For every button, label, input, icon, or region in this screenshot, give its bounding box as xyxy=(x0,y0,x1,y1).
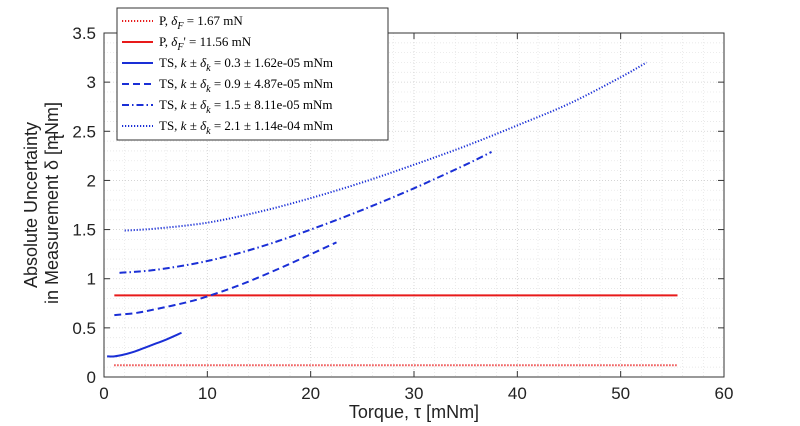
y-tick-label: 0.5 xyxy=(72,319,96,338)
x-tick-label: 10 xyxy=(198,384,217,403)
x-tick-label: 50 xyxy=(611,384,630,403)
legend: P, δF = 1.67 mN P, δF' = 11.56 mN TS, k ± … xyxy=(116,7,389,141)
y-axis-label-subscript: τ xyxy=(48,133,68,140)
series-line-4 xyxy=(114,241,337,317)
x-tick-label: 30 xyxy=(405,384,424,403)
series-line-3 xyxy=(107,331,182,358)
series-layer xyxy=(107,61,678,367)
y-tick-label: 3 xyxy=(87,73,96,92)
legend-label-1: P, δF = 1.67 mN xyxy=(159,13,243,32)
y-tick-label: 3.5 xyxy=(72,24,96,43)
y-tick-label: 2 xyxy=(87,171,96,190)
legend-label-6: TS, k ± δk = 2.1 ± 1.14e-04 mNm xyxy=(159,118,333,137)
y-axis-label: Absolute Uncertainty in Measurement δ [m… xyxy=(21,102,68,304)
legend-box xyxy=(116,7,389,141)
x-axis-label: Torque, τ [mNm] xyxy=(349,402,479,422)
legend-label-5: TS, k ± δk = 1.5 ± 8.11e-05 mNm xyxy=(159,97,333,116)
y-tick-label: 1 xyxy=(87,270,96,289)
y-axis-label-line1: Absolute Uncertainty xyxy=(21,122,41,288)
legend-label-3: TS, k ± δk = 0.3 ± 1.62e-05 mNm xyxy=(159,55,333,74)
axis-ticks: 0 10 20 30 40 50 60 0 0.5 1 1.5 2 2.5 3 3.5 xyxy=(72,24,733,403)
x-tick-label: 40 xyxy=(508,384,527,403)
y-tick-label: 2.5 xyxy=(72,122,96,141)
legend-label-2: P, δF' = 11.56 mN xyxy=(159,34,252,53)
y-tick-label: 1.5 xyxy=(72,221,96,240)
series-line-5 xyxy=(119,151,492,274)
y-tick-label: 0 xyxy=(87,368,96,387)
x-tick-label: 60 xyxy=(715,384,734,403)
x-tick-label: 0 xyxy=(99,384,108,403)
legend-label-4: TS, k ± δk = 0.9 ± 4.87e-05 mNm xyxy=(159,76,333,95)
x-tick-label: 20 xyxy=(301,384,320,403)
y-axis-label-line2: in Measurement δ [mNm] xyxy=(42,102,62,304)
series-line-6 xyxy=(124,61,647,232)
